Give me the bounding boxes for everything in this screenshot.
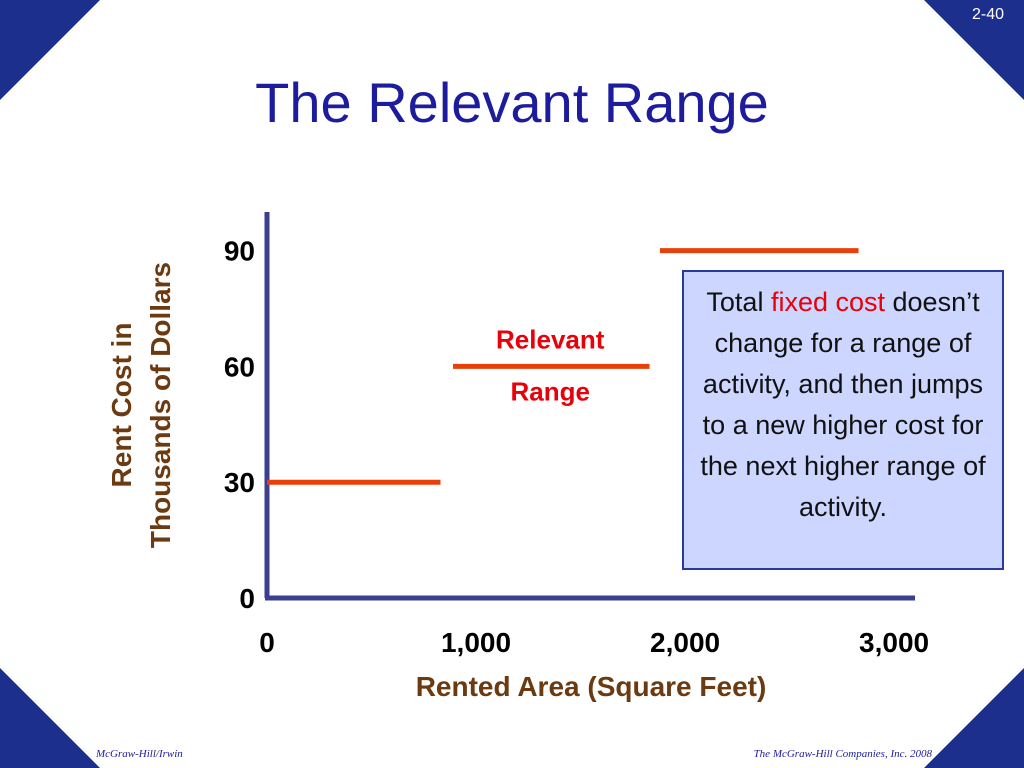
slide-number: 2-40 [971,6,1004,23]
axes [264,212,915,601]
y-axis-label-line2: Thousands of Dollars [145,262,176,548]
corner-decoration-bottom-right [924,668,1024,768]
page-title: The Relevant Range [255,71,769,134]
corner-decoration-bottom-left [0,668,100,768]
corner-decoration-top-right [924,0,1024,100]
cost-segments [267,248,859,485]
x-tick-label: 3,000 [859,627,929,658]
y-tick-label: 90 [224,236,255,267]
y-tick-label: 0 [239,583,255,614]
x-axis-label: Rented Area (Square Feet) [416,671,767,702]
note-highlight: fixed cost [770,287,886,317]
x-tick-label: 1,000 [441,627,511,658]
note-prefix: Total [706,287,771,317]
fixed-cost-note: Total fixed cost doesn’t change for a ra… [682,270,1004,570]
relevant-range-label-line2: Range [511,376,590,406]
y-axis-label-line1: Rent Cost in [106,323,137,488]
tick-labels: 0 30 60 90 0 1,000 2,000 3,000 [224,236,929,658]
corner-decoration-top-left [0,0,100,100]
footer-copyright: The McGraw-Hill Companies, Inc. 2008 [753,748,932,760]
x-tick-label: 2,000 [650,627,720,658]
relevant-range-label-line1: Relevant [496,324,605,354]
x-tick-label: 0 [259,627,275,658]
footer-publisher: McGraw-Hill/Irwin [96,748,183,760]
y-tick-label: 30 [224,467,255,498]
y-tick-label: 60 [224,351,255,382]
note-text: doesn’t change for a range of activity, … [700,287,986,522]
